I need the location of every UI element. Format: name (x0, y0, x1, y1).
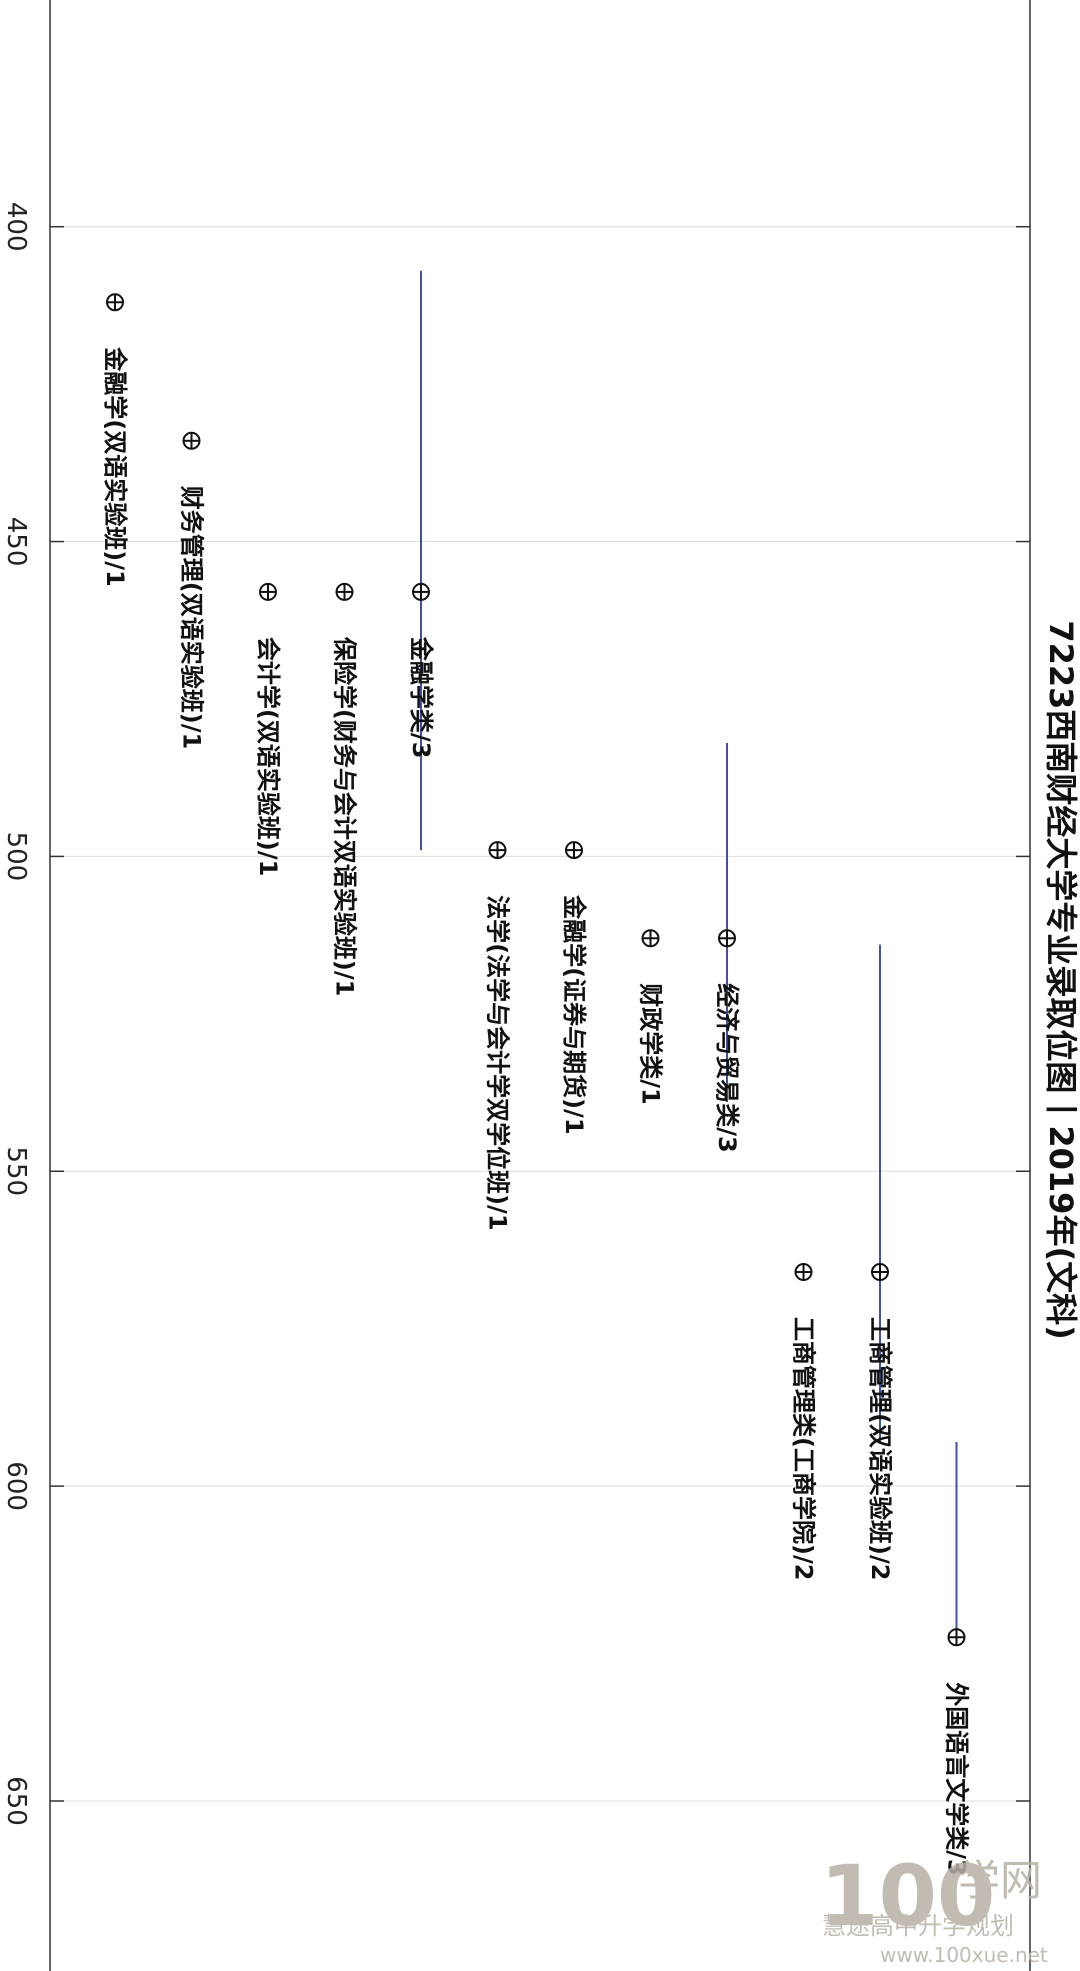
data-point (641, 929, 660, 948)
data-point (947, 1628, 966, 1647)
data-point (718, 929, 736, 948)
point-label: 财政学类/1 (637, 983, 665, 1104)
watermark-logo: 100 (820, 1847, 995, 1945)
watermark-url: www.100xue.net (880, 1943, 1048, 1967)
point-label: 经济与贸易类/3 (713, 983, 741, 1152)
chart-title: 7223西南财经大学专业录取位图丨2019年(文科) (1042, 620, 1080, 1339)
data-point (871, 1263, 889, 1282)
data-point (335, 582, 354, 601)
labels-layer: 金融学(双语实验班)/1 财务管理(双语实验班)/1 会计学(双语实验班)/1 保险学… (101, 346, 971, 1875)
point-label: 外国语言文学类/3 (943, 1682, 971, 1875)
point-label: 金融学(双语实验班)/1 (101, 346, 129, 586)
point-label: 金融学(证券与期货)/1 (560, 894, 588, 1134)
tick-label: 550 (1, 1146, 31, 1196)
watermark: 100 学网 慧途高中升学规划 www.100xue.net (820, 1847, 1048, 1967)
marks-layer (106, 270, 966, 1647)
axis-layer: 400 450 500 550 600 650 (1, 0, 1031, 1971)
point-label: 保险学(财务与会计双语实验班)/1 (331, 636, 359, 996)
data-point (412, 582, 430, 601)
tick-label: 400 (1, 202, 31, 252)
point-label: 金融学类/3 (407, 636, 435, 758)
data-point (106, 293, 124, 312)
point-label: 财务管理(双语实验班)/1 (178, 486, 206, 749)
watermark-account: 慧途高中升学规划 (822, 1912, 1014, 1940)
point-label: 工商管理类(工商学院)/2 (790, 1317, 818, 1580)
watermark-brand: 学网 (958, 1856, 1042, 1905)
tick-label: 500 (1, 832, 31, 882)
data-point (794, 1263, 813, 1282)
tick-label: 650 (1, 1776, 31, 1826)
data-point (182, 431, 201, 450)
tick-label: 600 (1, 1461, 31, 1511)
point-label: 工商管理(双语实验班)/2 (866, 1317, 894, 1580)
point-label: 法学(法学与会计学双学位班)/1 (484, 895, 512, 1230)
grid-layer (50, 226, 1030, 1802)
data-point (565, 841, 583, 860)
point-label: 会计学(双语实验班)/1 (254, 637, 282, 876)
data-point (259, 582, 277, 601)
data-point (488, 841, 507, 860)
tick-label: 450 (1, 517, 31, 567)
